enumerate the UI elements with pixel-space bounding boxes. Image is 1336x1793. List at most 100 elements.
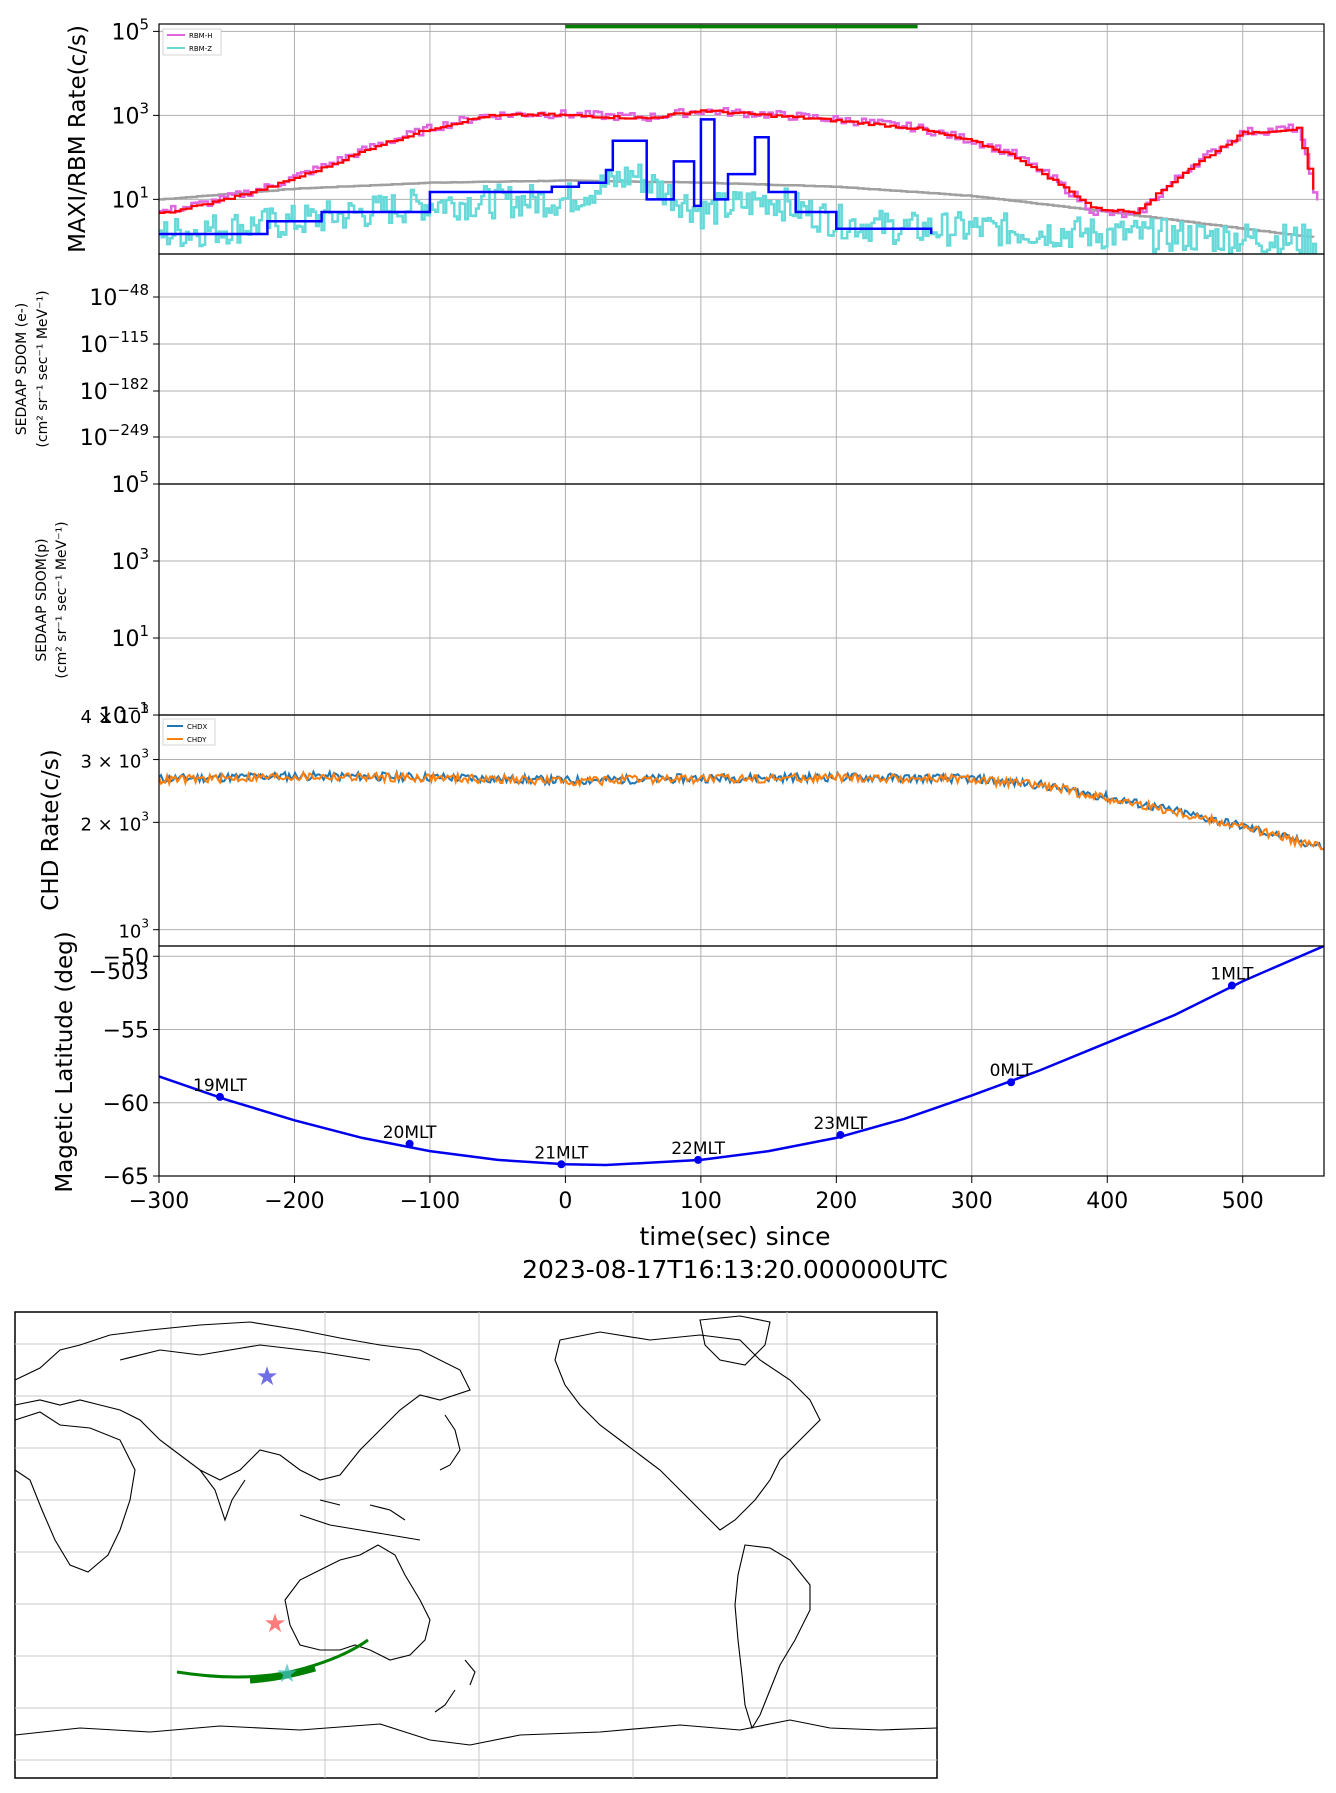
- series-background-curve: [159, 179, 1315, 239]
- xtick-label: −300: [129, 1189, 189, 1214]
- ytick-label: 2 × 103: [80, 809, 149, 835]
- panel2-ylabel-line1: SEDAAP SDOM (e-): [14, 303, 30, 436]
- xtick-label: 300: [951, 1189, 993, 1214]
- series-magnetic-latitude: [159, 946, 1324, 1167]
- mlt-marker: [215, 1092, 224, 1101]
- ytick-label: −60: [103, 1092, 149, 1117]
- ytick-label: 4 × 103: [80, 702, 149, 728]
- series-maxi-blue: [159, 118, 933, 236]
- panel5-grid: [158, 946, 1324, 1177]
- panel1-ylabel: MAXI/RBM Rate(c/s): [65, 25, 91, 253]
- coast-antarctica: [14, 1719, 938, 1746]
- ytick-label: 103: [118, 917, 149, 943]
- mlt-label: 22MLT: [671, 1139, 725, 1159]
- panel4-yticks: 4 × 103 3 × 103 2 × 103 103: [80, 702, 159, 943]
- panel4-legend: CHDX CHDY: [162, 718, 216, 746]
- mlt-label: 20MLT: [383, 1123, 437, 1143]
- panel-chd: 4 × 103 3 × 103 2 × 103 103 CHD Rate(c/s) C…: [38, 702, 1325, 947]
- ytick-label: 105: [111, 15, 149, 45]
- star-marker-red: ★: [263, 1609, 286, 1639]
- panel5-yticks: −50 −55 −60 −65 −503: [89, 945, 159, 1190]
- panel5-ylabel: Magetic Latitude (deg): [52, 931, 78, 1192]
- panel1-yticks: 105 103 101: [111, 15, 159, 213]
- ytick-label: 101: [111, 183, 149, 213]
- ground-track-highlight: [249, 1664, 316, 1684]
- map-graticule: [15, 1312, 937, 1778]
- panel3-grid: [158, 483, 1324, 716]
- panel-magnetic-latitude: 19MLT 20MLT 21MLT 22MLT 23MLT 0MLT 1MLT −50 −55…: [52, 931, 1325, 1193]
- mlt-marker: [694, 1155, 703, 1164]
- ytick-label: 10−115: [80, 328, 149, 358]
- series-chdy: [159, 769, 1324, 851]
- ground-track-map: ★ ★ ★: [14, 1311, 938, 1779]
- coast-japan: [439, 1414, 461, 1471]
- xtick-label: −100: [400, 1189, 460, 1214]
- legend-chdy: CHDY: [187, 736, 207, 744]
- coast-north-america: [554, 1331, 821, 1531]
- panel4-ylabel: CHD Rate(c/s): [38, 749, 64, 910]
- panel4-series: [159, 768, 1324, 851]
- star-marker-cyan: ★: [275, 1659, 298, 1689]
- ytick-label: 10−249: [80, 421, 149, 451]
- x-axis-epoch: 2023-08-17T16:13:20.000000UTC: [522, 1255, 948, 1284]
- coast-eurasia: [14, 1321, 471, 1481]
- xtick-label: 100: [680, 1189, 722, 1214]
- mlt-label: 21MLT: [534, 1143, 588, 1163]
- mlt-marker: [1007, 1078, 1016, 1087]
- panel1-frame: [158, 23, 1325, 255]
- coast-africa: [14, 1411, 136, 1573]
- panel3-ylabel-line2: (cm² sr⁻¹ sec⁻¹ MeV⁻¹): [54, 521, 70, 678]
- ytick-label: 3 × 103: [80, 747, 149, 773]
- panel2-grid: [158, 254, 1324, 484]
- panel4-grid: [158, 714, 1324, 946]
- coast-siberia: [119, 1344, 371, 1361]
- panel1-series: [159, 24, 1319, 254]
- map-frame: [14, 1311, 938, 1779]
- panel2-yticks: 10−48 10−115 10−182 10−249: [80, 281, 159, 451]
- mlt-label: 1MLT: [1210, 965, 1254, 985]
- ytick-label: 101: [111, 622, 149, 652]
- panel1-grid: [158, 24, 1324, 254]
- legend-chdx: CHDX: [187, 723, 208, 731]
- coast-india: [199, 1469, 246, 1522]
- panel1-legend: RBM-H RBM-Z: [162, 28, 222, 56]
- ytick-label: −65: [103, 1165, 149, 1190]
- ytick-label: 10−48: [89, 281, 149, 311]
- panel5-series: [159, 946, 1324, 1167]
- ytick-label: 103: [111, 545, 149, 575]
- xtick-label: −200: [264, 1189, 324, 1214]
- series-chdx: [159, 768, 1324, 851]
- series-rbm-h: [159, 106, 1319, 219]
- xtick-label: 200: [815, 1189, 857, 1214]
- ytick-label: 10−182: [80, 375, 149, 405]
- ytick-label: 103: [111, 99, 149, 129]
- series-maxi-red: [159, 109, 1315, 215]
- coast-south-america: [734, 1544, 811, 1730]
- coast-australia: [284, 1544, 431, 1661]
- panel5-mlt-markers: 19MLT 20MLT 21MLT 22MLT 23MLT 0MLT 1MLT: [193, 965, 1254, 1169]
- coast-new-zealand: [434, 1659, 476, 1713]
- series-rbm-z: [159, 163, 1318, 254]
- x-axis-ticks: −300 −200 −100 0 100 200 300 400 500: [129, 1176, 1264, 1214]
- mlt-marker: [557, 1160, 566, 1169]
- mlt-label: 23MLT: [813, 1114, 867, 1134]
- xtick-label: 0: [558, 1189, 572, 1214]
- legend-rbm-h: RBM-H: [189, 32, 213, 40]
- panel3-ylabel-line1: SEDAAP SDOM(p): [34, 538, 50, 661]
- panel-maxi-rbm: 105 103 101 MAXI/RBM Rate(c/s) RBM-H RBM-Z: [65, 15, 1325, 255]
- map-coastlines: [14, 1315, 938, 1746]
- ytick-label: −55: [103, 1019, 149, 1044]
- panel4-frame: [158, 714, 1325, 947]
- mlt-marker: [1227, 981, 1236, 990]
- ytick-label: 105: [111, 468, 149, 498]
- ytick-label: −50: [103, 945, 149, 970]
- panel-sedaap-electron: 10−48 10−115 10−182 10−249 SEDAAP SDOM (e-)…: [14, 253, 1325, 485]
- xtick-label: 400: [1086, 1189, 1128, 1214]
- mlt-label: 0MLT: [990, 1061, 1034, 1081]
- legend-rbm-z: RBM-Z: [189, 45, 212, 53]
- mlt-marker: [836, 1130, 845, 1139]
- coast-greenland: [699, 1315, 771, 1366]
